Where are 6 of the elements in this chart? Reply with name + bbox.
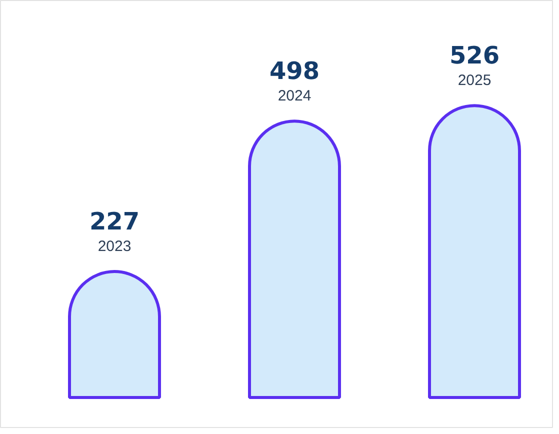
x-tick-label: 2024 xyxy=(278,88,312,105)
data-label: 498 xyxy=(269,57,320,86)
x-tick-label: 2025 xyxy=(458,72,492,90)
x-tick-label: 2023 xyxy=(98,238,132,256)
data-label: 227 xyxy=(89,208,140,236)
data-label: 526 xyxy=(449,42,500,70)
